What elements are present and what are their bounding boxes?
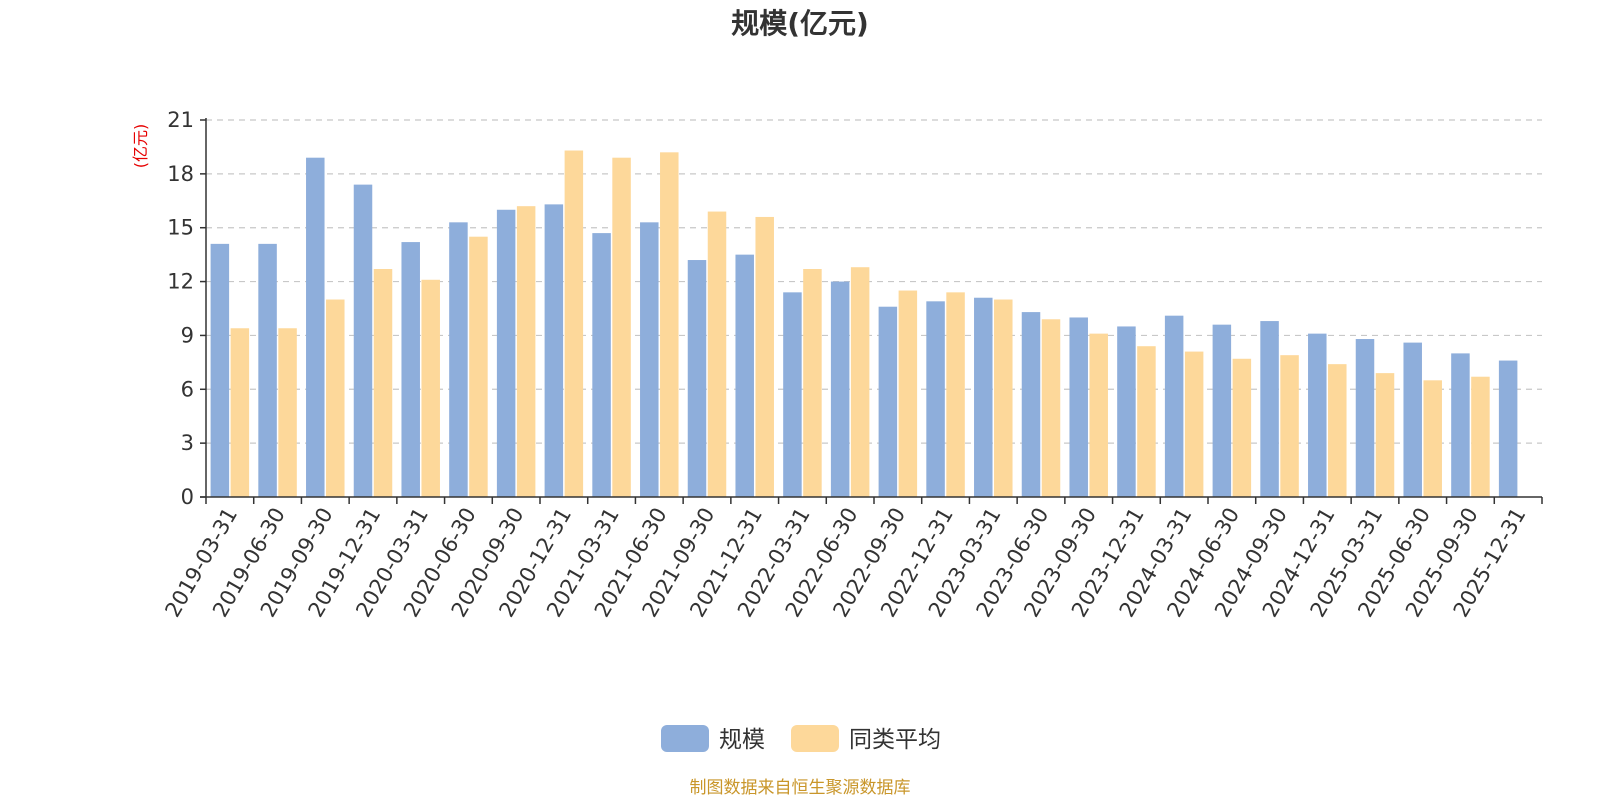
y-tick-label: 12	[167, 270, 194, 294]
bar-peer-average[interactable]	[803, 269, 822, 497]
legend-item-peer-average-swatch[interactable]	[791, 725, 839, 752]
y-tick-label: 9	[181, 323, 194, 347]
bar-scale[interactable]	[687, 260, 707, 497]
bar-scale[interactable]	[878, 306, 898, 497]
bar-peer-average[interactable]	[1471, 376, 1490, 497]
bar-peer-average[interactable]	[755, 216, 774, 497]
bar-scale[interactable]	[258, 243, 277, 497]
bar-peer-average[interactable]	[1375, 373, 1395, 497]
bar-peer-average[interactable]	[850, 267, 870, 497]
bars	[210, 150, 1518, 498]
y-tick-label: 6	[181, 377, 194, 401]
legend-item-peer-average-label[interactable]: 同类平均	[849, 727, 941, 753]
bar-scale[interactable]	[306, 157, 325, 497]
bar-peer-average[interactable]	[1280, 355, 1299, 497]
bar-scale[interactable]	[1355, 339, 1375, 497]
bar-scale[interactable]	[1260, 321, 1279, 497]
bar-scale[interactable]	[1069, 317, 1088, 497]
bar-scale[interactable]	[640, 222, 659, 498]
y-axis-unit-label: (亿元)	[131, 124, 150, 169]
bar-scale[interactable]	[1403, 342, 1422, 497]
bar-peer-average[interactable]	[564, 150, 584, 497]
bar-peer-average[interactable]	[1328, 364, 1347, 497]
bar-scale[interactable]	[210, 243, 230, 497]
bar-scale[interactable]	[544, 204, 564, 497]
bar-peer-average[interactable]	[1041, 319, 1061, 497]
bar-peer-average[interactable]	[326, 299, 345, 497]
bar-peer-average[interactable]	[1232, 358, 1252, 497]
bar-scale[interactable]	[974, 297, 993, 497]
bar-scale[interactable]	[783, 292, 802, 497]
bar-scale[interactable]	[592, 233, 611, 497]
bar-peer-average[interactable]	[1184, 351, 1204, 497]
bar-peer-average[interactable]	[373, 269, 393, 497]
bar-scale[interactable]	[830, 281, 850, 497]
legend-item-scale-label[interactable]: 规模	[719, 727, 765, 753]
bar-scale[interactable]	[1498, 360, 1518, 497]
bar-scale[interactable]	[1117, 326, 1136, 497]
y-tick-label: 21	[167, 108, 194, 132]
y-tick-label: 15	[167, 216, 194, 240]
y-tick-label: 0	[181, 485, 194, 509]
bar-peer-average[interactable]	[230, 328, 250, 497]
bar-peer-average[interactable]	[612, 157, 631, 497]
bar-peer-average[interactable]	[1423, 380, 1442, 497]
bar-peer-average[interactable]	[707, 211, 727, 498]
bar-scale[interactable]	[1308, 333, 1327, 497]
bar-scale[interactable]	[353, 184, 373, 497]
bar-peer-average[interactable]	[994, 299, 1013, 497]
bar-peer-average[interactable]	[946, 292, 965, 497]
bar-scale[interactable]	[1164, 315, 1184, 497]
bar-peer-average[interactable]	[278, 328, 297, 497]
bar-peer-average[interactable]	[1137, 346, 1156, 497]
bar-scale[interactable]	[496, 209, 516, 497]
bar-scale[interactable]	[1021, 312, 1041, 497]
bar-scale[interactable]	[449, 222, 468, 498]
y-tick-label: 3	[181, 431, 194, 455]
bar-scale[interactable]	[926, 301, 945, 497]
bar-scale[interactable]	[1212, 324, 1232, 497]
legend-item-scale-swatch[interactable]	[661, 725, 709, 752]
chart-title: 规模(亿元)	[731, 7, 869, 40]
source-caption: 制图数据来自恒生聚源数据库	[690, 778, 911, 798]
bar-peer-average[interactable]	[469, 236, 488, 497]
bar-scale[interactable]	[735, 254, 754, 497]
bar-peer-average[interactable]	[1089, 333, 1108, 497]
bar-peer-average[interactable]	[421, 279, 440, 497]
bar-peer-average[interactable]	[516, 206, 536, 497]
bar-scale[interactable]	[1451, 353, 1470, 497]
legend[interactable]: 规模 同类平均	[661, 725, 941, 753]
bar-peer-average[interactable]	[660, 152, 679, 498]
bar-scale[interactable]	[401, 242, 420, 497]
y-tick-label: 18	[167, 162, 194, 186]
bar-peer-average[interactable]	[898, 290, 918, 497]
